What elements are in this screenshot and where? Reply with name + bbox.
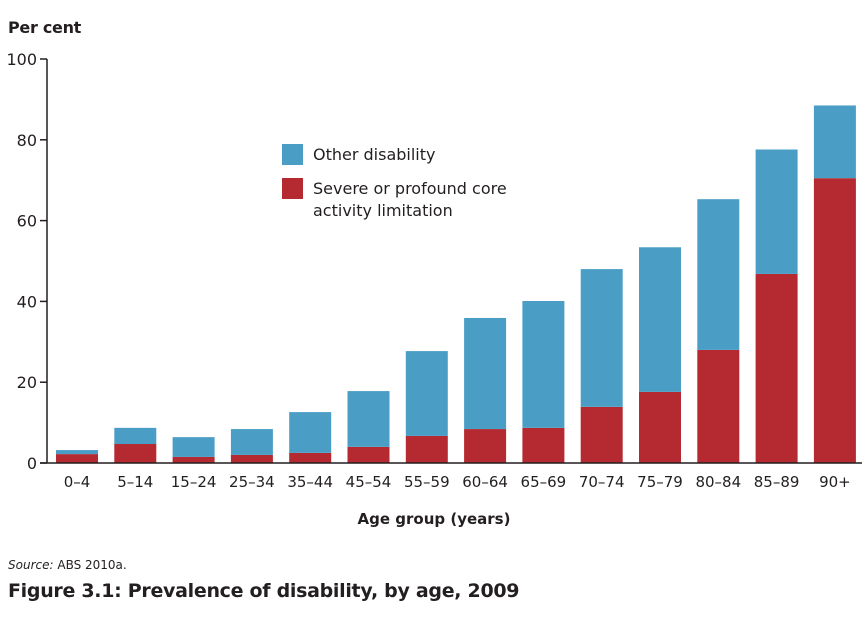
bar-severe-85–89 xyxy=(755,273,798,463)
x-tick-label: 5–14 xyxy=(117,473,153,491)
bar-chart: 0 20 40 60 80 100 0–4 5–14 15–24 25–34 35–44 45–54… xyxy=(6,50,862,528)
x-tick-label: 75–79 xyxy=(637,473,683,491)
bar-other-35–44 xyxy=(289,412,332,453)
x-ticks-group: 0–4 5–14 15–24 25–34 35–44 45–54 55–59 60–64 65–… xyxy=(64,473,851,491)
bar-severe-55–59 xyxy=(405,435,448,463)
bar-severe-90+ xyxy=(813,178,856,463)
bar-other-15–24 xyxy=(172,437,215,457)
x-tick-label: 60–64 xyxy=(462,473,508,491)
bar-other-70–74 xyxy=(580,269,623,407)
bar-severe-80–84 xyxy=(697,349,740,463)
y-tick-label: 100 xyxy=(6,50,37,69)
bar-severe-35–44 xyxy=(289,452,332,463)
bar-other-60–64 xyxy=(464,317,507,430)
bar-severe-25–34 xyxy=(230,454,273,463)
bar-other-65–69 xyxy=(522,300,565,428)
figure-title: Figure 3.1: Prevalence of disability, by… xyxy=(8,580,520,602)
x-tick-label: 90+ xyxy=(819,473,851,491)
bar-other-90+ xyxy=(813,105,856,179)
x-tick-label: 85–89 xyxy=(754,473,800,491)
bar-severe-45–54 xyxy=(347,446,390,463)
x-tick-label: 35–44 xyxy=(287,473,333,491)
source-note: Source: ABS 2010a. xyxy=(8,558,127,572)
y-tick-label: 40 xyxy=(17,292,37,311)
bar-severe-65–69 xyxy=(522,427,565,463)
x-tick-label: 15–24 xyxy=(171,473,217,491)
bars-group xyxy=(56,105,856,463)
x-tick-label: 70–74 xyxy=(579,473,625,491)
legend: Other disability Severe or profound core… xyxy=(282,144,533,234)
bar-other-5–14 xyxy=(114,427,157,445)
bar-severe-0–4 xyxy=(56,454,98,463)
y-tick-label: 80 xyxy=(17,131,37,150)
x-axis-title: Age group (years) xyxy=(358,510,511,528)
y-tick-label: 0 xyxy=(27,454,37,473)
bar-severe-5–14 xyxy=(114,444,157,463)
bar-severe-70–74 xyxy=(580,406,623,463)
x-tick-label: 45–54 xyxy=(346,473,392,491)
bar-other-85–89 xyxy=(755,149,798,274)
x-tick-label: 0–4 xyxy=(64,473,91,491)
bar-other-75–79 xyxy=(639,247,681,392)
legend-label-other: Other disability xyxy=(313,145,436,164)
bar-other-80–84 xyxy=(697,199,740,350)
bar-other-25–34 xyxy=(230,429,273,455)
x-tick-label: 65–69 xyxy=(521,473,567,491)
y-tick-label: 20 xyxy=(17,373,37,392)
bar-other-0–4 xyxy=(56,450,98,455)
bar-severe-60–64 xyxy=(464,429,507,463)
bar-other-45–54 xyxy=(347,391,390,447)
legend-item-severe: Severe or profound core activity limitat… xyxy=(282,178,533,222)
y-axis-title: Per cent xyxy=(8,18,82,37)
legend-swatch-severe xyxy=(282,178,303,199)
y-tick-label: 60 xyxy=(17,212,37,231)
bar-severe-15–24 xyxy=(172,456,215,463)
bar-other-55–59 xyxy=(405,351,448,436)
legend-label-severe: Severe or profound core activity limitat… xyxy=(313,179,507,220)
y-ticks-group: 0 20 40 60 80 100 xyxy=(6,50,47,473)
source-prefix: Source: xyxy=(8,558,54,572)
bar-severe-75–79 xyxy=(639,391,681,463)
legend-swatch-other xyxy=(282,144,303,165)
source-text: ABS 2010a. xyxy=(57,558,127,572)
x-tick-label: 25–34 xyxy=(229,473,275,491)
x-tick-label: 80–84 xyxy=(695,473,741,491)
x-tick-label: 55–59 xyxy=(404,473,450,491)
legend-item-other: Other disability xyxy=(282,144,533,166)
